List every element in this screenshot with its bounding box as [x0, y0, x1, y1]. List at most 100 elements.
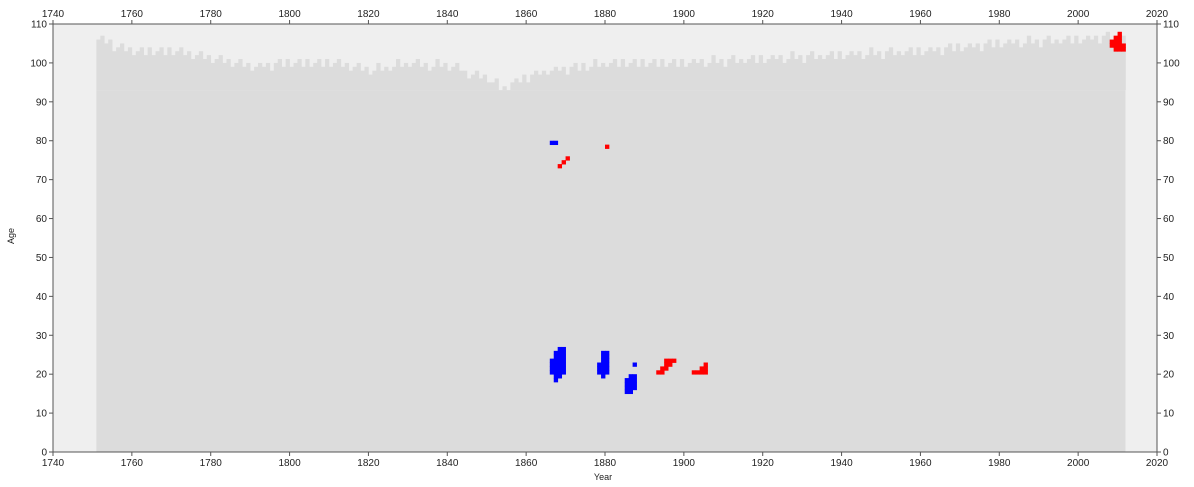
- coverage-column: [636, 66, 641, 91]
- cluster-cell: [601, 362, 606, 367]
- x-tick-label-bottom: 2020: [1146, 458, 1169, 469]
- coverage-column: [336, 59, 342, 91]
- cluster-cell: [557, 366, 563, 371]
- coverage-column: [474, 70, 480, 91]
- coverage-column: [135, 51, 141, 91]
- data-coverage: [96, 31, 1126, 453]
- coverage-column: [806, 55, 811, 91]
- coverage-column: [605, 66, 610, 91]
- coverage-column: [904, 51, 909, 91]
- coverage-column: [932, 51, 937, 91]
- coverage-column: [774, 59, 779, 91]
- coverage-column: [340, 66, 346, 91]
- coverage-column: [100, 35, 105, 91]
- cluster-cell: [628, 374, 633, 379]
- coverage-column: [537, 74, 543, 91]
- cluster-cell: [632, 385, 637, 391]
- coverage-column: [139, 47, 144, 91]
- cluster-cell: [561, 362, 566, 367]
- coverage-column: [727, 59, 732, 91]
- coverage-column: [644, 66, 649, 91]
- coverage-column: [419, 66, 424, 91]
- coverage-column: [758, 55, 764, 91]
- coverage-column: [589, 66, 594, 91]
- coverage-column: [1089, 39, 1095, 91]
- coverage-column: [821, 59, 827, 91]
- coverage-column: [845, 55, 850, 91]
- cluster-cell: [553, 358, 559, 363]
- cluster-cell: [605, 350, 610, 356]
- coverage-column: [691, 59, 696, 91]
- cluster-cell: [703, 370, 708, 375]
- x-tick-label-top: 1800: [278, 9, 301, 20]
- coverage-column: [612, 59, 618, 91]
- coverage-column: [585, 70, 590, 91]
- cluster-cell: [1109, 43, 1115, 48]
- coverage-column: [344, 62, 350, 91]
- coverage-column: [675, 66, 681, 91]
- y-tick-label-right: 40: [1163, 292, 1175, 303]
- x-tick-label-top: 2020: [1146, 9, 1169, 20]
- coverage-column: [116, 47, 121, 91]
- coverage-column: [857, 51, 862, 91]
- coverage-column: [1054, 39, 1059, 91]
- coverage-column: [1034, 39, 1040, 91]
- coverage-column: [222, 62, 227, 91]
- coverage-column: [297, 59, 302, 91]
- coverage-column: [699, 59, 704, 91]
- x-axis-title: Year: [594, 472, 612, 482]
- coverage-column: [593, 59, 598, 91]
- coverage-column: [561, 66, 566, 91]
- coverage-column: [975, 43, 980, 91]
- x-tick-label-top: 2000: [1067, 9, 1090, 20]
- x-tick-label-bottom: 2000: [1067, 458, 1090, 469]
- coverage-column: [321, 66, 326, 91]
- coverage-column: [983, 43, 988, 91]
- coverage-column: [924, 51, 929, 91]
- coverage-column: [991, 47, 996, 91]
- coverage-column: [1070, 43, 1075, 91]
- coverage-column: [703, 66, 708, 91]
- coverage-column: [305, 59, 310, 91]
- cluster-cell: [624, 385, 630, 391]
- coverage-column: [368, 74, 373, 91]
- cluster-cell: [601, 366, 606, 371]
- coverage-column: [451, 66, 456, 91]
- coverage-column: [285, 59, 290, 91]
- x-tick-label-top: 1780: [200, 9, 223, 20]
- y-tick-label-right: 70: [1163, 175, 1175, 186]
- cluster-cell: [605, 366, 610, 371]
- coverage-column: [530, 74, 535, 91]
- cluster-cell: [605, 144, 610, 149]
- coverage-column: [415, 59, 420, 91]
- coverage-column: [786, 59, 791, 91]
- coverage-column: [214, 59, 219, 91]
- cluster-cell: [561, 160, 566, 165]
- x-tick-label-top: 1820: [357, 9, 380, 20]
- coverage-column: [191, 59, 196, 91]
- coverage-column: [1105, 31, 1110, 91]
- coverage-column: [131, 55, 137, 91]
- cluster-cell: [601, 374, 606, 379]
- coverage-column: [242, 66, 247, 91]
- coverage-column: [549, 70, 555, 91]
- coverage-column: [877, 51, 882, 91]
- coverage-column: [746, 59, 752, 91]
- coverage-column: [155, 51, 160, 91]
- cluster-cell: [699, 366, 704, 371]
- coverage-column: [151, 55, 156, 91]
- coverage-column: [265, 62, 271, 91]
- coverage-column: [364, 66, 369, 91]
- coverage-column: [1038, 47, 1043, 91]
- cluster-cell: [628, 378, 633, 383]
- coverage-column: [1109, 39, 1114, 91]
- coverage-column: [1078, 43, 1083, 91]
- cluster-cell: [557, 362, 563, 367]
- cluster-cell: [561, 358, 566, 363]
- x-tick-label-bottom: 1840: [436, 458, 459, 469]
- coverage-column: [254, 66, 259, 91]
- coverage-column: [782, 62, 787, 91]
- y-tick-label-right: 10: [1163, 409, 1175, 420]
- cluster-cell: [632, 374, 637, 379]
- cluster-cell: [601, 350, 606, 356]
